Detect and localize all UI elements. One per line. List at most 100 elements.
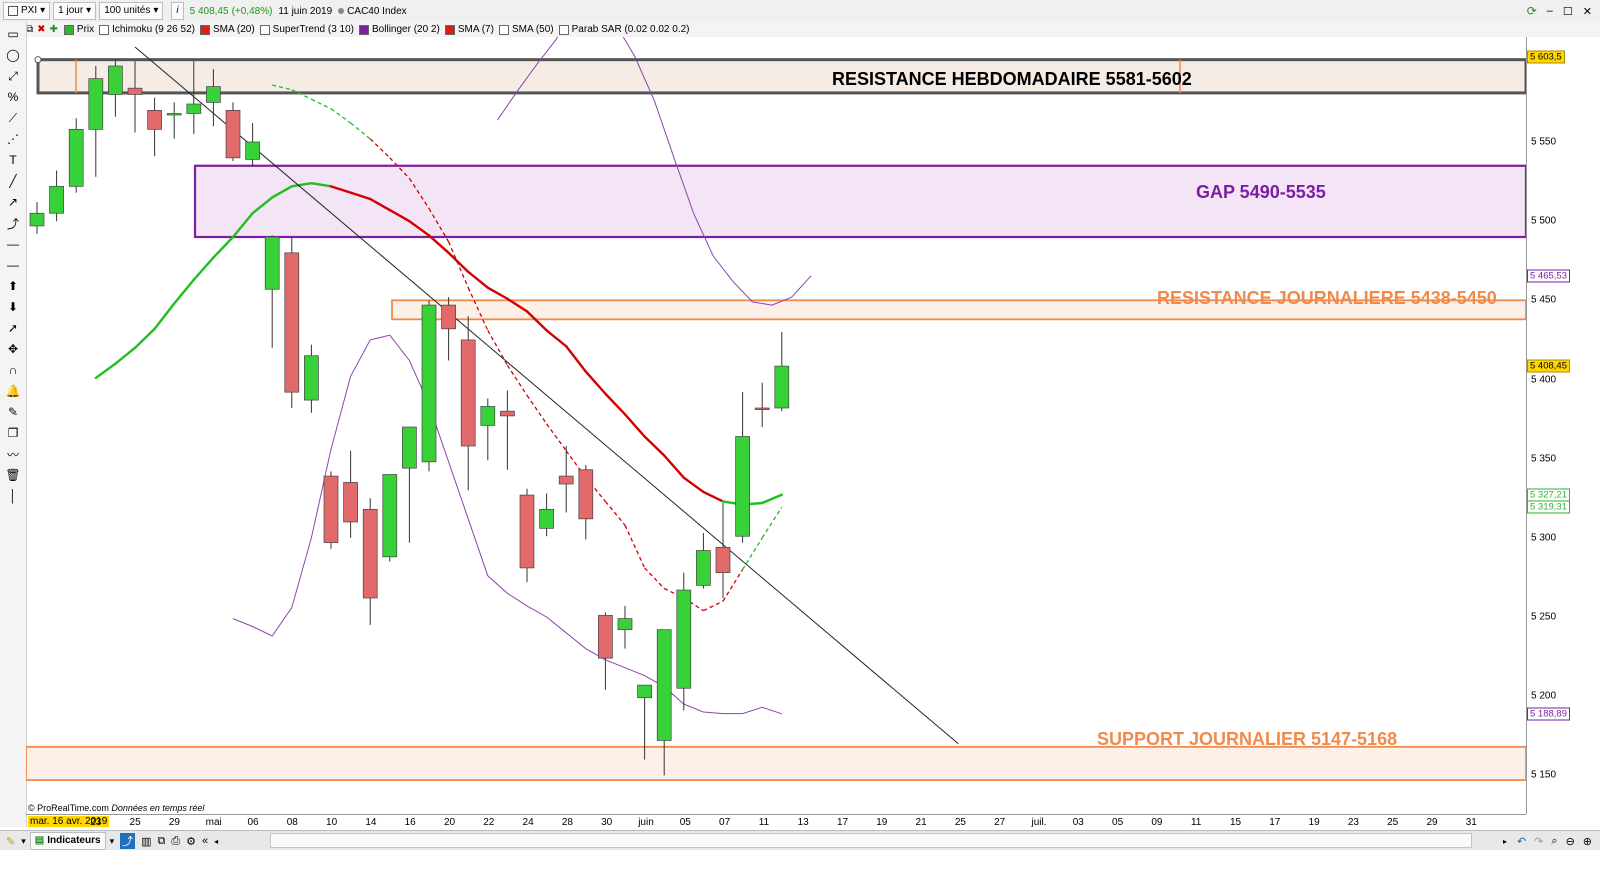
sma20-segment	[329, 185, 352, 194]
sma7-segment	[506, 364, 528, 396]
candle-body	[29, 212, 45, 227]
candle-body	[558, 475, 574, 485]
horizontal-line-icon[interactable]: —	[7, 237, 19, 251]
candle-body	[480, 406, 496, 426]
percent-tool-icon[interactable]: %	[7, 90, 19, 104]
timeframe-dropdown[interactable]: 1 jour ▾	[53, 2, 97, 20]
brush-icon[interactable]: ✎	[7, 405, 19, 419]
zoom-fit-icon[interactable]: ⌕	[1551, 834, 1558, 847]
share-icon[interactable]: ⤴	[120, 833, 136, 849]
settings-icon[interactable]: ⚙	[186, 835, 197, 848]
sma7-segment	[526, 394, 548, 425]
ellipse-tool-icon[interactable]: ◯	[6, 48, 20, 62]
pencil-icon[interactable]: ✎	[6, 835, 16, 848]
scroll-right-icon[interactable]: ▸	[1502, 836, 1507, 846]
minimize-icon[interactable]: –	[1546, 5, 1553, 17]
date-tick: 13	[797, 817, 809, 828]
chevron-down-icon[interactable]: ▾	[21, 835, 26, 846]
zoom-chart-icon[interactable]: ⤢	[8, 68, 18, 83]
candle-body	[441, 304, 456, 330]
segment-tool-icon[interactable]: ↗	[7, 195, 19, 209]
undo-icon[interactable]: ↶	[1516, 835, 1527, 848]
maximize-icon[interactable]: ☐	[1562, 5, 1573, 18]
date-tick: 23	[90, 817, 102, 828]
text-tool-icon[interactable]: T	[9, 153, 17, 167]
candle-body	[735, 436, 750, 537]
date-tick: 05	[1112, 817, 1124, 828]
move-icon[interactable]: ✥	[7, 342, 19, 356]
timeframe-label: 1 jour	[58, 5, 84, 16]
remove-icon[interactable]: ✖	[37, 24, 46, 35]
line-tool-icon[interactable]: ╱	[9, 174, 17, 188]
buy-arrow-icon[interactable]: ⬆	[7, 279, 19, 293]
indicator-item[interactable]: Ichimoku (9 26 52)	[99, 24, 195, 35]
chevron-down-icon[interactable]: ▾	[109, 835, 115, 846]
zone-daily-resistance	[391, 299, 1526, 321]
redo-icon[interactable]: ↷	[1534, 835, 1544, 848]
zoom-out-icon[interactable]: ⊖	[1565, 835, 1575, 848]
date-tick: 23	[1347, 817, 1359, 828]
red-line-icon[interactable]: —	[7, 258, 19, 272]
cursor-icon[interactable]: ➚	[7, 321, 19, 335]
copy-icon[interactable]: ❐	[7, 426, 19, 440]
indicator-swatch	[99, 24, 110, 35]
wave-icon[interactable]: 〰	[6, 447, 19, 462]
scroll-left-icon[interactable]: ◂	[214, 836, 219, 846]
indicator-item[interactable]: SMA (7)	[444, 24, 494, 35]
rewind-icon[interactable]: «	[202, 835, 209, 847]
date-tick: 14	[365, 817, 377, 828]
chart-canvas[interactable]	[26, 37, 1526, 814]
refresh-icon[interactable]: ⟳	[1526, 4, 1537, 18]
units-dropdown[interactable]: 100 unités ▾	[99, 2, 164, 20]
sma20-segment	[114, 346, 137, 365]
date-tick: 25	[954, 817, 966, 828]
price-tick: 5 150	[1531, 769, 1557, 781]
candle-body	[539, 508, 554, 529]
status-dot-icon	[338, 8, 345, 14]
zoom-in-icon[interactable]: ⊕	[1582, 835, 1592, 848]
sma20-segment	[172, 278, 196, 305]
sma20-segment	[643, 435, 666, 457]
instrument-name: CAC40 Index	[347, 5, 407, 17]
close-icon[interactable]: ✕	[1582, 5, 1592, 18]
magnet-icon[interactable]: ∩	[8, 363, 18, 377]
add-icon[interactable]: ✚	[49, 24, 58, 35]
price-axis[interactable]: 5 550 5 500 5 450 5 400 5 350 5 300 5 250 5 200…	[1526, 37, 1600, 814]
candle-body	[304, 355, 319, 401]
rectangle-tool-icon[interactable]: ▭	[7, 27, 19, 41]
trash-icon[interactable]: 🗑	[5, 468, 21, 482]
sma7-segment	[663, 587, 685, 599]
indicator-item[interactable]: SMA (20)	[199, 24, 255, 35]
price-marker: 5 327,21	[1527, 488, 1570, 502]
fibonacci-tool-icon[interactable]: ⟋	[8, 110, 18, 125]
indicator-item[interactable]: Bollinger (20 2)	[359, 24, 440, 35]
candle-body	[676, 589, 692, 689]
print-icon[interactable]: ⎙	[171, 834, 181, 847]
indicators-button[interactable]: ▤ Indicateurs	[29, 832, 106, 850]
fan-tool-icon[interactable]: ⋰	[7, 132, 19, 146]
alert-bell-icon[interactable]: 🔔	[5, 384, 21, 398]
chart-scrollbar[interactable]	[270, 833, 1472, 848]
ticker-selector[interactable]: PXI ▾	[3, 2, 51, 20]
indicator-list: Prix Ichimoku (9 26 52) SMA (20) SuperTrend…	[63, 24, 695, 35]
candle-body	[637, 684, 652, 699]
indicator-item[interactable]: SMA (50)	[498, 24, 554, 35]
ray-tool-icon[interactable]: ⤴	[6, 216, 19, 231]
chart-type-icon[interactable]: ⧉	[26, 24, 34, 35]
sma20-segment	[212, 235, 235, 259]
indicator-item[interactable]: SuperTrend (3 10)	[259, 24, 354, 35]
sma20-segment	[761, 493, 783, 505]
sell-arrow-icon[interactable]: ⬇	[7, 300, 19, 314]
sma20-segment	[682, 476, 705, 494]
sma20-segment	[94, 362, 117, 380]
indicator-item[interactable]: Prix	[63, 24, 94, 35]
price-marker: 5 319,31	[1527, 500, 1570, 514]
date-axis[interactable]: mar. 16 avr. 2019 23 25 29 mai 06 08 10 14 16 20 2…	[26, 814, 1526, 831]
info-button[interactable]: i	[171, 2, 184, 20]
price-chart[interactable]: RESISTANCE HEBDOMADAIRE 5581-5602 GAP 54…	[26, 37, 1600, 827]
windows-icon[interactable]: ⧉	[157, 834, 166, 847]
price-tick: 5 450	[1531, 294, 1557, 306]
layout-icon[interactable]: ▥	[141, 835, 152, 848]
price-change: (+0,48%)	[231, 5, 273, 17]
indicator-item[interactable]: Parab SAR (0.02 0.02 0.2)	[558, 24, 690, 35]
